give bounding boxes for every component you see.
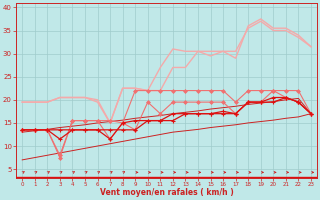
X-axis label: Vent moyen/en rafales ( km/h ): Vent moyen/en rafales ( km/h ) — [100, 188, 234, 197]
